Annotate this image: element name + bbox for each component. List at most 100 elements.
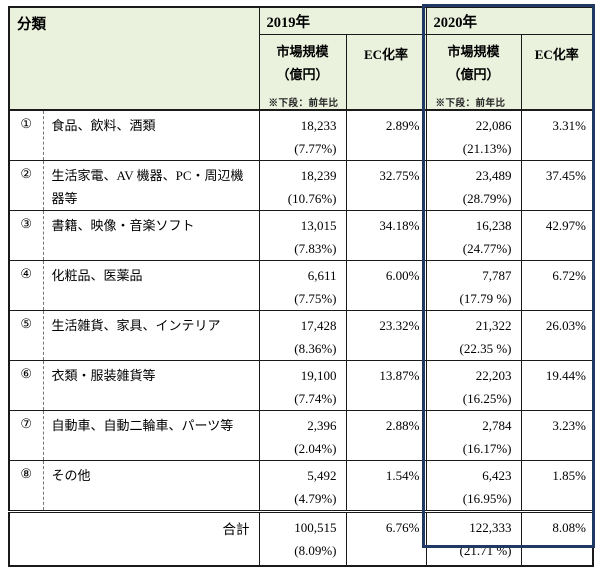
row-category: 自動車、自動二輪車、パーツ等 xyxy=(42,409,260,461)
market-2020-cell: 2,784 (16.17%) xyxy=(425,409,522,461)
yoy-value-2019: (7.83%) xyxy=(294,240,337,256)
market-yoy-note: ※下段：前年比 xyxy=(268,98,339,109)
header-year-2020: 2020年 xyxy=(425,6,594,35)
yoy-value-2020: (28.79%) xyxy=(462,190,512,206)
yoy-value-2020: (16.17%) xyxy=(462,440,512,456)
market-value-2019: 13,015 xyxy=(300,217,337,233)
market-unit-label: （億円） xyxy=(276,66,329,82)
market-value-2019: 2,396 xyxy=(307,417,337,433)
market-value-2020: 6,423 xyxy=(482,467,512,483)
table-row: ⑧ その他 5,492 (4.79%) 1.54% 6,423 (16.95%)… xyxy=(8,459,594,512)
market-value-2019: 19,100 xyxy=(300,367,337,383)
row-number: ④ xyxy=(8,259,44,311)
market-value-2019: 17,428 xyxy=(300,317,337,333)
row-category: 生活家電、AV 機器、PC・周辺機器等 xyxy=(42,159,260,211)
ec-rate-2019: 2.88% xyxy=(345,409,427,461)
row-number: ⑦ xyxy=(8,409,44,461)
row-category: 書籍、映像・音楽ソフト xyxy=(42,209,260,261)
header-market-2020: 市場規模 （億円） ※下段：前年比 xyxy=(425,33,522,111)
row-category: 生活雑貨、家具、インテリア xyxy=(42,309,260,361)
market-value-2020: 7,787 xyxy=(482,267,512,283)
ec-rate-2020: 1.85% xyxy=(520,459,594,512)
market-value-2020: 2,784 xyxy=(482,417,512,433)
table-row: ⑥ 衣類・服装雑貨等 19,100 (7.74%) 13.87% 22,203 … xyxy=(8,359,594,411)
row-category: その他 xyxy=(42,459,260,512)
yoy-value-2019: (7.77%) xyxy=(294,140,337,156)
market-2020-cell: 6,423 (16.95%) xyxy=(425,459,522,512)
table-row: ④ 化粧品、医薬品 6,611 (7.75%) 6.00% 7,787 (17.… xyxy=(8,259,594,311)
ec-rate-2020: 26.03% xyxy=(520,309,594,361)
ec-rate-2019: 6.00% xyxy=(345,259,427,311)
ec-rate-2019: 34.18% xyxy=(345,209,427,261)
row-number: ③ xyxy=(8,209,44,261)
market-2020-cell: 22,203 (16.25%) xyxy=(425,359,522,411)
yoy-value-2020: (17.79 %) xyxy=(459,290,512,306)
yoy-value-2020: (22.35 %) xyxy=(459,340,512,356)
row-category: 衣類・服装雑貨等 xyxy=(42,359,260,411)
table-row: ② 生活家電、AV 機器、PC・周辺機器等 18,239 (10.76%) 32… xyxy=(8,159,594,211)
market-2019-cell: 6,611 (7.75%) xyxy=(258,259,347,311)
yoy-value-2019: (8.36%) xyxy=(294,340,337,356)
yoy-value-2020: (16.95%) xyxy=(462,490,512,506)
row-category: 食品、飲料、酒類 xyxy=(42,109,260,161)
market-2019-cell: 18,233 (7.77%) xyxy=(258,109,347,161)
row-category: 化粧品、医薬品 xyxy=(42,259,260,311)
total-market-value-2020: 122,333 xyxy=(469,519,512,535)
ec-rate-2019: 1.54% xyxy=(345,459,427,512)
market-value-2020: 21,322 xyxy=(475,317,512,333)
total-market-value-2019: 100,515 xyxy=(294,519,337,535)
yoy-value-2020: (24.77%) xyxy=(462,240,512,256)
yoy-value-2019: (7.74%) xyxy=(294,390,337,406)
yoy-value-2019: (2.04%) xyxy=(294,440,337,456)
header-row-metrics: 市場規模 （億円） ※下段：前年比 EC化率 市場規模 （億円） ※下段：前年比… xyxy=(9,33,594,111)
market-2020-cell: 23,489 (28.79%) xyxy=(425,159,522,211)
market-2020-cell: 16,238 (24.77%) xyxy=(425,209,522,261)
row-number: ⑥ xyxy=(8,359,44,411)
total-yoy-2019: (8.09%) xyxy=(294,542,337,558)
row-number: ⑤ xyxy=(8,309,44,361)
header-ec-rate-2020: EC化率 xyxy=(520,33,594,111)
yoy-value-2020: (21.13%) xyxy=(462,140,512,156)
market-2020-cell: 22,086 (21.13%) xyxy=(425,109,522,161)
market-value-2020: 22,086 xyxy=(475,117,512,133)
table-row: ⑦ 自動車、自動二輪車、パーツ等 2,396 (2.04%) 2.88% 2,7… xyxy=(8,409,594,461)
header-year-2019: 2019年 xyxy=(258,6,427,35)
table-row: ① 食品、飲料、酒類 18,233 (7.77%) 2.89% 22,086 (… xyxy=(8,109,594,161)
market-2019-cell: 19,100 (7.74%) xyxy=(258,359,347,411)
ec-rate-2020: 6.72% xyxy=(520,259,594,311)
market-value-2020: 23,489 xyxy=(475,167,512,183)
market-value-2019: 18,233 xyxy=(300,117,337,133)
ec-rate-2019: 32.75% xyxy=(345,159,427,211)
yoy-value-2020: (16.25%) xyxy=(462,390,512,406)
total-yoy-2020: (21.71 %) xyxy=(459,542,512,558)
market-2019-cell: 13,015 (7.83%) xyxy=(258,209,347,261)
header-market-2019: 市場規模 （億円） ※下段：前年比 xyxy=(258,33,347,111)
market-size-label: 市場規模 xyxy=(447,43,500,59)
market-2019-cell: 2,396 (2.04%) xyxy=(258,409,347,461)
market-unit-label: （億円） xyxy=(447,66,500,82)
market-value-2019: 18,239 xyxy=(300,167,337,183)
market-2020-cell: 7,787 (17.79 %) xyxy=(425,259,522,311)
ec-market-table: 分類 2019年 2020年 市場規模 （億円） ※下段：前年比 EC化率 市場… xyxy=(8,6,594,567)
row-number: ① xyxy=(8,109,44,161)
ec-rate-2020: 19.44% xyxy=(520,359,594,411)
header-ec-rate-2019: EC化率 xyxy=(345,33,427,111)
yoy-value-2019: (10.76%) xyxy=(287,190,337,206)
row-number: ② xyxy=(8,159,44,211)
ec-rate-2020: 3.23% xyxy=(520,409,594,461)
market-size-label: 市場規模 xyxy=(276,43,329,59)
market-2019-cell: 5,492 (4.79%) xyxy=(258,459,347,512)
ec-rate-2020: 3.31% xyxy=(520,109,594,161)
market-2020-cell: 21,322 (22.35 %) xyxy=(425,309,522,361)
table-row: ③ 書籍、映像・音楽ソフト 13,015 (7.83%) 34.18% 16,2… xyxy=(8,209,594,261)
ec-rate-2020: 42.97% xyxy=(520,209,594,261)
row-number: ⑧ xyxy=(8,459,44,512)
ec-rate-2020: 37.45% xyxy=(520,159,594,211)
market-value-2019: 6,611 xyxy=(307,267,337,283)
ec-rate-2019: 2.89% xyxy=(345,109,427,161)
yoy-value-2019: (7.75%) xyxy=(294,290,337,306)
market-value-2020: 16,238 xyxy=(475,217,512,233)
market-yoy-note: ※下段：前年比 xyxy=(435,98,506,109)
market-value-2019: 5,492 xyxy=(307,467,337,483)
